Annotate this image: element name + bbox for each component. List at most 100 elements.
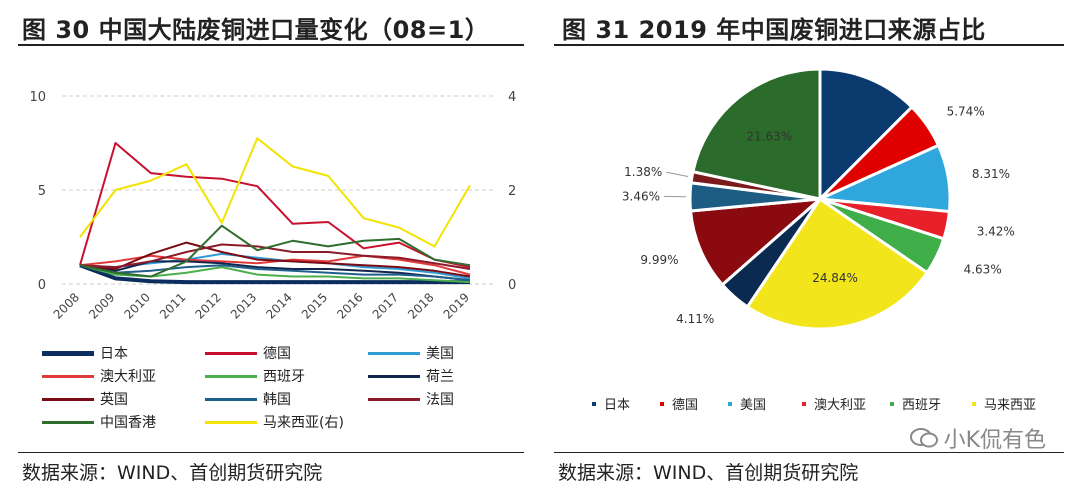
- watermark-text: 小K侃有色: [943, 428, 1046, 453]
- y-left-tick-label: 10: [29, 90, 46, 105]
- legend-item: 澳大利亚: [42, 366, 156, 386]
- pie-legend-label: 德国: [672, 398, 699, 413]
- legend-swatch: [205, 420, 257, 424]
- pie-data-label: 4.11%: [676, 312, 714, 326]
- pie-data-label: 8.31%: [972, 167, 1010, 181]
- legend-label: 英国: [100, 392, 128, 408]
- y-right-tick-label: 2: [508, 184, 516, 199]
- pie-legend-label: 西班牙: [902, 398, 942, 413]
- pie-data-label: 3.42%: [977, 224, 1015, 238]
- right-source-rule: [554, 452, 1064, 453]
- x-tick-label: 2017: [370, 290, 401, 321]
- pie-slice: [745, 196, 930, 331]
- series-line: [79, 241, 471, 278]
- pie-legend-item: 德国: [660, 394, 698, 413]
- x-tick-label: 2008: [51, 290, 82, 321]
- pie-legend-label: 日本: [604, 398, 631, 413]
- x-tick-label: 2013: [228, 290, 259, 321]
- pie-legend-swatch: [660, 401, 664, 406]
- y-left-tick-label: 0: [38, 278, 46, 293]
- wechat-icon: [909, 427, 938, 449]
- pie-data-label: 9.99%: [640, 253, 678, 267]
- pie-legend-label: 澳大利亚: [814, 398, 867, 413]
- legend-label: 西班牙: [263, 369, 305, 385]
- pie-legend-swatch: [728, 401, 732, 406]
- pie-legend-swatch: [972, 401, 976, 406]
- pie-legend-label: 马来西亚: [984, 398, 1037, 413]
- legend-swatch: [42, 350, 94, 356]
- left-title-rule: [18, 44, 524, 46]
- x-tick-label: 2016: [334, 290, 365, 321]
- legend-swatch: [368, 374, 420, 378]
- right-panel: 图 31 2019 年中国废铜进口来源占比 12.49%5.74%8.31%3.…: [540, 0, 1080, 491]
- series-line: [79, 263, 470, 285]
- right-title-rule: [554, 44, 1064, 46]
- legend-label: 德国: [263, 346, 291, 362]
- pie-legend-swatch: [802, 401, 806, 406]
- legend-item: 德国: [205, 343, 291, 363]
- y-right-tick-label: 4: [508, 90, 516, 105]
- pie-slice: [688, 197, 825, 287]
- pie-legend-item: 马来西亚: [972, 394, 1036, 413]
- legend-item: 英国: [42, 389, 128, 409]
- pie-legend-swatch: [592, 401, 596, 406]
- legend-label: 日本: [100, 346, 128, 362]
- series-line: [79, 137, 471, 248]
- pie-legend-item: 美国: [728, 394, 766, 413]
- pie-data-label: 5.74%: [947, 104, 985, 118]
- right-chart-title: 图 31 2019 年中国废铜进口来源占比: [562, 16, 986, 44]
- pie-data-label: 4.63%: [964, 263, 1002, 277]
- x-tick-label: 2010: [122, 290, 153, 321]
- pie-legend-label: 美国: [740, 398, 767, 413]
- legend-label: 澳大利亚: [100, 369, 156, 385]
- pie-legend-item: 日本: [592, 394, 630, 413]
- left-source-rule: [18, 452, 524, 453]
- pie-data-label: 21.63%: [746, 129, 792, 143]
- pie-data-label: 1.38%: [624, 165, 662, 179]
- legend-item: 美国: [368, 343, 454, 363]
- pie-legend-item: 西班牙: [890, 394, 941, 413]
- legend-item: 荷兰: [368, 366, 454, 386]
- left-panel: 图 30 中国大陆废铜进口量变化（08=1） 0 5 10 0 2 4 2008 2009 20…: [18, 16, 524, 484]
- x-tick-label: 2019: [441, 290, 472, 321]
- pie-leader-line: [666, 171, 688, 177]
- y-left-tick-label: 5: [38, 184, 46, 199]
- legend-swatch: [42, 420, 94, 424]
- legend-label: 美国: [426, 346, 454, 362]
- legend-swatch: [42, 397, 94, 401]
- legend-swatch: [205, 374, 257, 378]
- legend-label: 法国: [426, 392, 454, 408]
- pie-slice: [818, 67, 914, 203]
- legend-item: 西班牙: [205, 366, 305, 386]
- pie-legend-swatch: [890, 401, 894, 406]
- legend-label: 中国香港: [100, 415, 156, 431]
- legend-label: 韩国: [263, 392, 291, 408]
- pie-data-label: 3.46%: [622, 189, 660, 203]
- pie-data-label: 24.84%: [812, 271, 858, 285]
- legend-item: 中国香港: [42, 412, 156, 432]
- left-chart-title: 图 30 中国大陆废铜进口量变化（08=1）: [22, 16, 490, 44]
- right-source: 数据来源：WIND、首创期货研究院: [558, 462, 859, 484]
- x-tick-label: 2012: [192, 290, 223, 321]
- x-tick-label: 2014: [263, 290, 294, 321]
- legend-item: 日本: [42, 343, 128, 363]
- legend-label: 荷兰: [426, 369, 454, 385]
- x-tick-label: 2015: [299, 290, 330, 321]
- series-line: [79, 142, 471, 269]
- legend-swatch: [368, 351, 420, 355]
- legend-swatch: [42, 374, 94, 378]
- watermark: 小K侃有色: [909, 422, 1046, 454]
- left-source: 数据来源：WIND、首创期货研究院: [22, 462, 323, 484]
- series-line: [79, 224, 471, 278]
- legend-swatch: [205, 351, 257, 355]
- series-line: [79, 264, 471, 282]
- legend-label: 马来西亚(右): [263, 415, 344, 431]
- y-right-tick-label: 0: [508, 278, 516, 293]
- pie-chart: 12.49%5.74%8.31%3.42%4.63%24.84%4.11%9.9…: [622, 67, 1015, 331]
- x-tick-label: 2009: [86, 290, 117, 321]
- legend-swatch: [205, 397, 257, 401]
- x-tick-label: 2018: [405, 290, 436, 321]
- series-line: [79, 243, 471, 270]
- legend-item: 马来西亚(右): [205, 412, 344, 432]
